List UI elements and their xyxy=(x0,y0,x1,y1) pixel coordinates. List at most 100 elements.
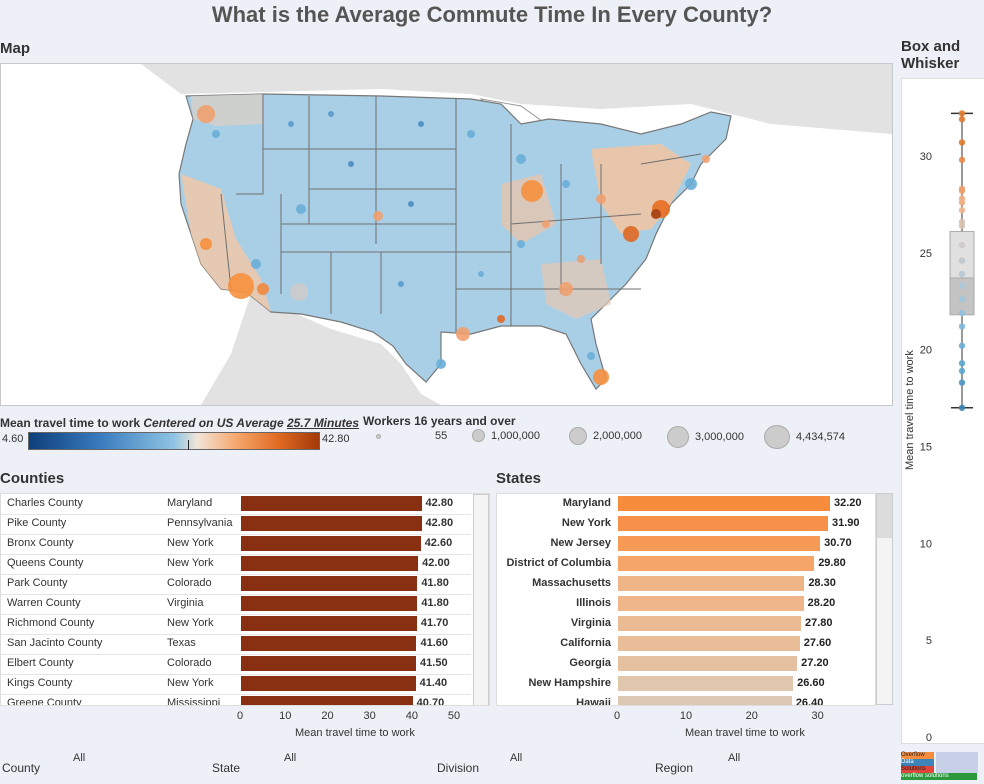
states-tick-label: 10 xyxy=(679,710,693,722)
county-state: New York xyxy=(167,677,214,689)
county-row[interactable]: Queens County New York 42.00 xyxy=(1,554,471,575)
county-row[interactable]: Kings County New York 41.40 xyxy=(1,674,471,695)
state-bar[interactable] xyxy=(618,496,830,511)
counties-title: Counties xyxy=(0,470,65,487)
region-northeast xyxy=(591,144,691,234)
state-row[interactable]: New York 31.90 xyxy=(497,514,875,534)
state-bar[interactable] xyxy=(618,676,794,691)
state-name: Hawaii xyxy=(576,697,611,706)
state-row[interactable]: Georgia 27.20 xyxy=(497,654,875,674)
states-scrollbar-track[interactable] xyxy=(876,493,893,705)
state-name: Maryland xyxy=(562,497,611,509)
boxplot-svg: 0 5 10 15 20 25 30 xyxy=(920,110,975,744)
size-legend-value: 3,000,000 xyxy=(695,431,744,443)
state-row[interactable]: Hawaii 26.40 xyxy=(497,694,875,706)
county-bar-value: 40.70 xyxy=(416,697,445,706)
county-bar[interactable] xyxy=(241,656,417,671)
boxplot-point xyxy=(958,367,966,375)
state-bar[interactable] xyxy=(618,596,804,611)
us-county-map[interactable] xyxy=(0,63,893,406)
state-name: Massachusetts xyxy=(532,577,611,589)
county-name: Bronx County xyxy=(7,537,74,549)
state-bar-value: 30.70 xyxy=(824,537,852,549)
county-row[interactable]: Pike County Pennsylvania 42.80 xyxy=(1,514,471,535)
county-name: San Jacinto County xyxy=(7,637,103,649)
county-row[interactable]: Charles County Maryland 42.80 xyxy=(1,494,471,515)
state-bar[interactable] xyxy=(618,576,805,591)
county-bar-value: 42.60 xyxy=(424,537,453,549)
state-name: New Hampshire xyxy=(528,677,611,689)
boxplot-point xyxy=(958,110,966,117)
counties-scrollbar[interactable] xyxy=(473,494,489,705)
filter-state-value[interactable]: All xyxy=(284,752,297,764)
state-bar[interactable] xyxy=(618,536,821,551)
county-bar[interactable] xyxy=(241,516,422,531)
boxplot-point xyxy=(958,404,966,411)
state-bar[interactable] xyxy=(618,556,815,571)
color-legend-max: 42.80 xyxy=(322,433,350,445)
brand-logo-grid xyxy=(936,752,978,773)
county-state: Colorado xyxy=(167,577,212,589)
state-bar[interactable] xyxy=(618,696,792,705)
brand-logo-row-2: Data xyxy=(901,759,934,766)
county-state: New York xyxy=(167,617,214,629)
county-row[interactable]: Park County Colorado 41.80 xyxy=(1,574,471,595)
boxplot-tick-label: 30 xyxy=(920,151,932,163)
state-row[interactable]: California 27.60 xyxy=(497,634,875,654)
filter-division-label: Division xyxy=(437,761,480,775)
state-row[interactable]: Virginia 27.80 xyxy=(497,614,875,634)
state-row[interactable]: New Hampshire 26.60 xyxy=(497,674,875,694)
states-tick-label: 20 xyxy=(745,710,758,722)
state-row[interactable]: District of Columbia 29.80 xyxy=(497,554,875,574)
county-bar[interactable] xyxy=(241,496,422,511)
county-bar[interactable] xyxy=(241,636,417,651)
map-canvas xyxy=(141,64,892,405)
county-bar[interactable] xyxy=(241,536,421,551)
county-row[interactable]: Warren County Virginia 41.80 xyxy=(1,594,471,615)
states-tick-label: 0 xyxy=(614,710,621,722)
state-name: District of Columbia xyxy=(506,557,611,569)
state-bar[interactable] xyxy=(618,516,829,531)
state-row[interactable]: New Jersey 30.70 xyxy=(497,534,875,554)
county-bar[interactable] xyxy=(241,576,418,591)
size-legend: 55 1,000,000 2,000,000 3,000,000 4,434,5… xyxy=(376,425,856,449)
county-row[interactable]: Elbert County Colorado 41.50 xyxy=(1,654,471,675)
county-row[interactable]: Greene County Mississippi 40.70 xyxy=(1,694,471,706)
county-bar-value: 42.80 xyxy=(425,517,454,529)
state-row[interactable]: Maryland 32.20 xyxy=(497,494,875,514)
color-gradient-bar xyxy=(28,432,320,450)
county-row[interactable]: Bronx County New York 42.60 xyxy=(1,534,471,555)
state-bar[interactable] xyxy=(618,616,802,631)
county-bar-value: 41.70 xyxy=(420,617,449,629)
county-bar[interactable] xyxy=(241,696,413,705)
brand-logo-row-3: Solutions xyxy=(901,766,934,773)
county-state: New York xyxy=(167,537,214,549)
county-name: Pike County xyxy=(7,517,67,529)
county-name: Charles County xyxy=(7,497,83,509)
size-legend-value: 2,000,000 xyxy=(593,430,642,442)
counties-table: Charles County Maryland 42.80 Pike County Pe… xyxy=(0,493,490,706)
state-bar-value: 29.80 xyxy=(818,557,846,569)
color-legend-label: Mean travel time to work xyxy=(0,416,141,430)
state-bar[interactable] xyxy=(618,636,800,651)
county-bar[interactable] xyxy=(241,596,418,611)
state-row[interactable]: Massachusetts 28.30 xyxy=(497,574,875,594)
county-bar[interactable] xyxy=(241,556,419,571)
mexico-landmass xyxy=(201,294,441,405)
county-bar[interactable] xyxy=(241,616,417,631)
states-scroll-thumb[interactable] xyxy=(877,494,892,538)
filter-division-value[interactable]: All xyxy=(510,752,523,764)
filter-county-value[interactable]: All xyxy=(73,752,86,764)
page-title: What is the Average Commute Time In Ever… xyxy=(211,2,773,27)
color-legend-title: Mean travel time to work Centered on US … xyxy=(0,416,359,430)
county-bar[interactable] xyxy=(241,676,416,691)
county-bar-value: 41.40 xyxy=(419,677,448,689)
boxplot-tick-label: 0 xyxy=(926,732,932,743)
boxplot-axis-title: Mean travel time to work xyxy=(904,350,916,470)
county-row[interactable]: Richmond County New York 41.70 xyxy=(1,614,471,635)
boxplot-title-line1: Box and xyxy=(901,38,961,55)
filter-region-value[interactable]: All xyxy=(728,752,741,764)
county-row[interactable]: San Jacinto County Texas 41.60 xyxy=(1,634,471,655)
state-bar[interactable] xyxy=(618,656,798,671)
state-row[interactable]: Illinois 28.20 xyxy=(497,594,875,614)
